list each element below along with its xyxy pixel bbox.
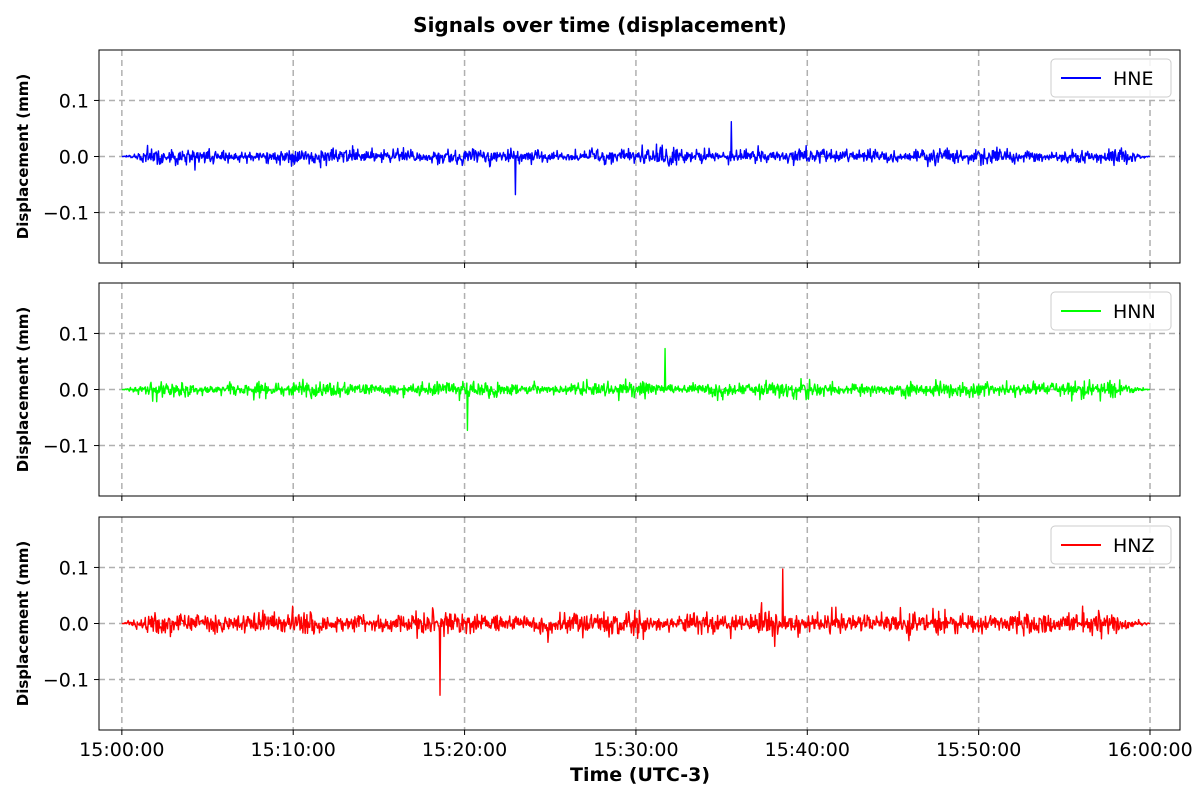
x-tick-label: 15:10:00: [251, 739, 336, 761]
panel-hnn: −0.1 0.0 0.1 Displacement (mm) HNN: [14, 282, 1181, 501]
x-tick-label: 15:00:00: [79, 739, 164, 761]
y-tick-label: 0.0: [59, 147, 89, 169]
x-tick-label: 15:30:00: [593, 739, 678, 761]
y-tick-label: −0.1: [43, 670, 89, 692]
y-tick-label: 0.1: [59, 90, 89, 112]
y-tick-label: 0.0: [59, 614, 89, 636]
y-tick-label: −0.1: [43, 436, 89, 458]
chart-title: Signals over time (displacement): [413, 13, 787, 37]
panels: −0.1 0.0 0.1 Displacement (mm) HNE −0.1 0.0 0.1…: [14, 49, 1193, 761]
legend-box: [1050, 291, 1172, 331]
y-tick-label: 0.1: [59, 557, 89, 579]
series-line-hnn: [121, 347, 1151, 432]
y-axis-label: Displacement (mm): [14, 541, 32, 706]
legend-label-hne: HNE: [1113, 68, 1154, 90]
y-axis-label: Displacement (mm): [14, 74, 32, 239]
y-tick-label: −0.1: [43, 203, 89, 225]
x-tick-label: 15:50:00: [936, 739, 1021, 761]
x-tick-label: 15:40:00: [765, 739, 850, 761]
legend-box: [1050, 58, 1172, 98]
series-line-hne: [121, 121, 1151, 196]
series-line-hnz: [121, 568, 1151, 696]
panel-hnz: −0.1 0.0 0.1 15:00:00 15:10:00 15:20:00 15:30:…: [14, 516, 1193, 761]
x-axis-label: Time (UTC-3): [570, 764, 710, 786]
x-tick-label: 15:20:00: [422, 739, 507, 761]
y-tick-label: 0.1: [59, 323, 89, 345]
x-tick-label: 16:00:00: [1107, 739, 1192, 761]
y-axis-label: Displacement (mm): [14, 307, 32, 472]
legend-box: [1050, 525, 1172, 565]
y-tick-label: 0.0: [59, 380, 89, 402]
legend-label-hnn: HNN: [1113, 301, 1156, 323]
legend-label-hnz: HNZ: [1113, 535, 1155, 557]
panel-hne: −0.1 0.0 0.1 Displacement (mm) HNE: [14, 49, 1181, 268]
